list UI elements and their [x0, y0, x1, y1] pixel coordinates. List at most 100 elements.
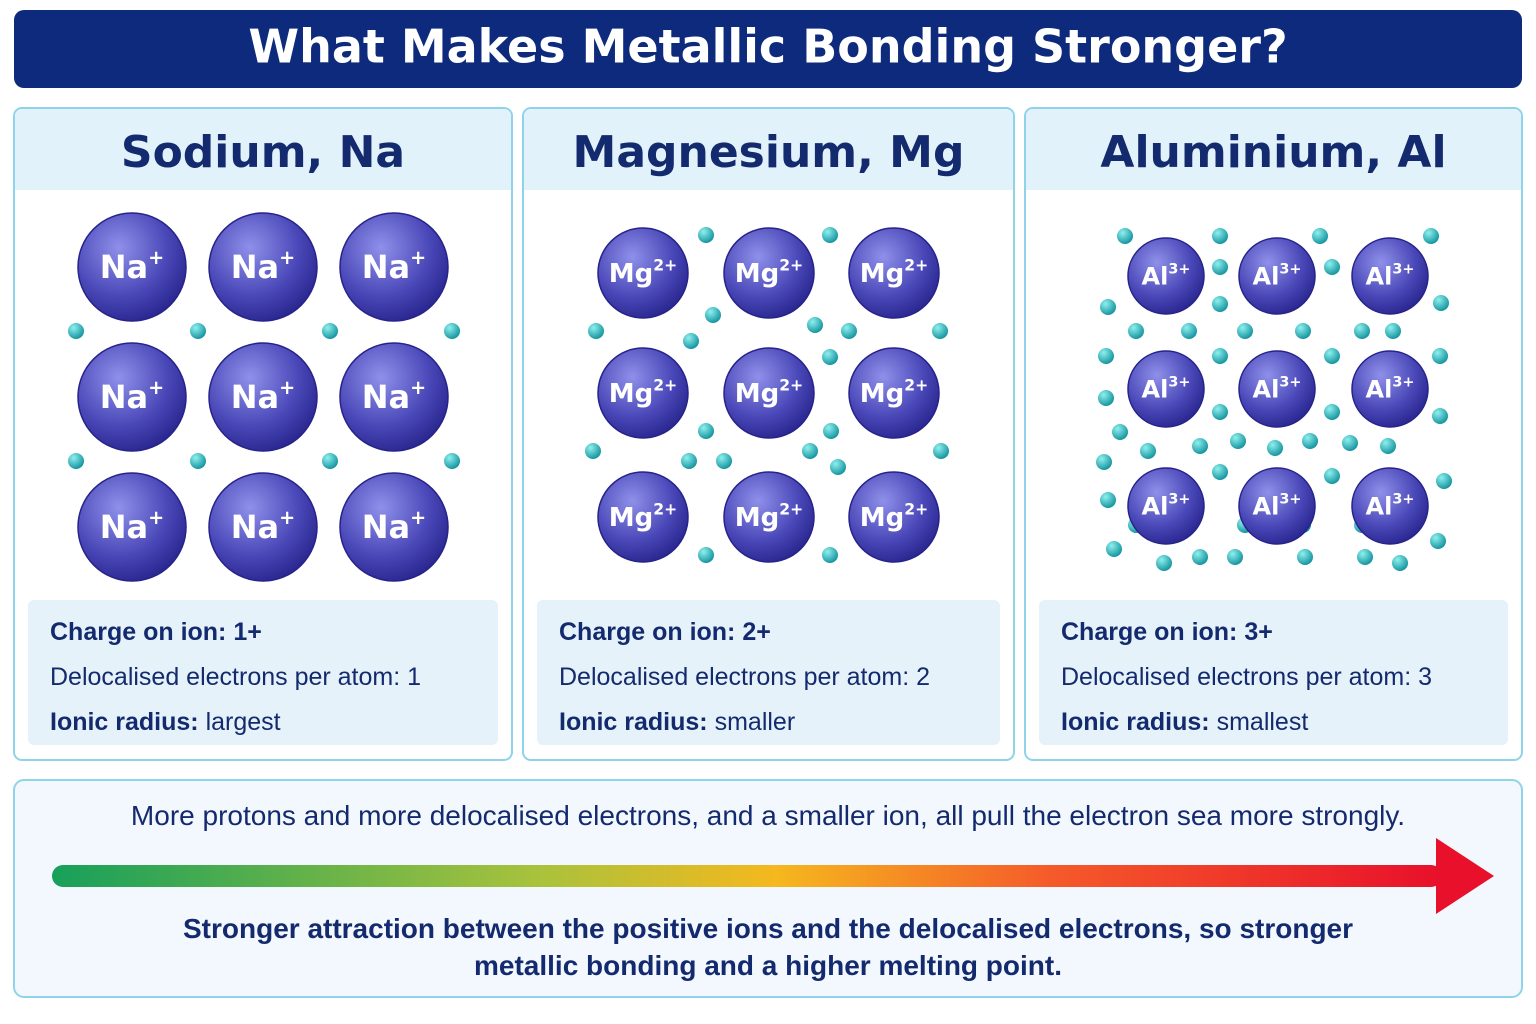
electron — [585, 443, 601, 459]
ion-symbol: Mg — [735, 379, 779, 409]
ion — [1351, 467, 1429, 545]
electron — [822, 227, 838, 243]
ion — [1238, 350, 1316, 428]
ion-charge: 3+ — [1168, 492, 1190, 508]
ion-charge: 3+ — [1392, 375, 1414, 391]
ion-symbol: Al — [1253, 262, 1280, 290]
electron — [1385, 323, 1401, 339]
ion-charge: + — [148, 246, 164, 269]
fact-label: Charge on ion: — [50, 618, 227, 646]
ion-charge: + — [148, 376, 164, 399]
electron — [933, 443, 949, 459]
electron — [1436, 473, 1452, 489]
ion-label: Mg2+ — [860, 256, 928, 289]
ion-charge: 2+ — [904, 376, 928, 394]
fact-label: Ionic radius: — [1061, 708, 1210, 736]
electron — [444, 453, 460, 469]
electron — [1354, 323, 1370, 339]
ion-symbol: Mg — [609, 503, 653, 533]
ion-symbol: Na — [231, 378, 279, 416]
ion-label: Na+ — [100, 506, 164, 546]
electron — [1297, 549, 1313, 565]
electron — [1312, 228, 1328, 244]
ion-label: Mg2+ — [609, 500, 677, 533]
electron — [1432, 348, 1448, 364]
ion-symbol: Mg — [609, 259, 653, 289]
electron — [1117, 228, 1133, 244]
ion-charge: 2+ — [904, 256, 928, 274]
panel-title: Sodium, Na — [121, 127, 405, 178]
ion-charge: 2+ — [653, 256, 677, 274]
ion-charge: 2+ — [904, 500, 928, 518]
ion — [1127, 467, 1205, 545]
fact-label: Charge on ion: — [1061, 618, 1238, 646]
ion-label: Na+ — [231, 246, 295, 286]
fact-value: 1+ — [233, 618, 262, 646]
electron — [683, 333, 699, 349]
electron — [1100, 492, 1116, 508]
ion-charge: 3+ — [1392, 492, 1414, 508]
ion-symbol: Na — [362, 508, 410, 546]
fact-line: Charge on ion: 3+ — [1061, 610, 1508, 655]
ion-symbol: Al — [1142, 262, 1169, 290]
ion-symbol: Al — [1142, 492, 1169, 520]
fact-label: Ionic radius: — [559, 708, 708, 736]
electron — [68, 323, 84, 339]
ion-label: Al3+ — [1142, 492, 1191, 521]
fact-label: Delocalised electrons per atom: — [559, 663, 910, 691]
ion-charge: 3+ — [1168, 262, 1190, 278]
fact-line: Delocalised electrons per atom: 1 — [50, 655, 498, 700]
panel-header — [1026, 109, 1521, 190]
fact-value: largest — [205, 708, 281, 736]
ion-symbol: Al — [1366, 375, 1393, 403]
electron — [1380, 438, 1396, 454]
electron — [444, 323, 460, 339]
ion-symbol: Al — [1142, 375, 1169, 403]
electron — [1227, 549, 1243, 565]
electron — [705, 307, 721, 323]
electron — [802, 443, 818, 459]
ion — [339, 212, 449, 322]
electron — [68, 453, 84, 469]
ion — [1351, 350, 1429, 428]
ion — [208, 342, 318, 452]
ion — [723, 347, 815, 439]
electron — [1106, 541, 1122, 557]
title: What Makes Metallic Bonding Stronger? — [248, 20, 1287, 74]
electron — [1237, 323, 1253, 339]
ion-label: Na+ — [100, 246, 164, 286]
ion-symbol: Na — [100, 508, 148, 546]
ion — [1127, 350, 1205, 428]
electron — [1128, 323, 1144, 339]
ion-symbol: Mg — [735, 259, 779, 289]
ion-charge: 3+ — [1279, 492, 1301, 508]
ion-charge: + — [410, 376, 426, 399]
fact-value: smallest — [1216, 708, 1309, 736]
fact-value: 3+ — [1244, 618, 1273, 646]
footer-bottom: Stronger attraction between the positive… — [182, 913, 1354, 981]
ion-symbol: Mg — [860, 259, 904, 289]
ion-label: Al3+ — [1366, 492, 1415, 521]
electron — [1324, 259, 1340, 275]
electron — [1098, 390, 1114, 406]
panel-header — [15, 109, 511, 190]
electron — [1181, 323, 1197, 339]
ion-charge: 2+ — [653, 500, 677, 518]
electron — [1423, 228, 1439, 244]
ion-label: Mg2+ — [735, 256, 803, 289]
ion-label: Mg2+ — [735, 500, 803, 533]
ion-symbol: Al — [1253, 375, 1280, 403]
fact-line: Ionic radius: smaller — [559, 700, 1000, 745]
electron — [807, 317, 823, 333]
electron — [1267, 440, 1283, 456]
arrow-shaft — [52, 865, 1442, 887]
electron — [823, 423, 839, 439]
electron — [1112, 424, 1128, 440]
ion — [77, 212, 187, 322]
ion-label: Al3+ — [1253, 375, 1302, 404]
ion — [597, 347, 689, 439]
ion-label: Na+ — [100, 376, 164, 416]
electron — [1357, 549, 1373, 565]
ion — [597, 471, 689, 563]
